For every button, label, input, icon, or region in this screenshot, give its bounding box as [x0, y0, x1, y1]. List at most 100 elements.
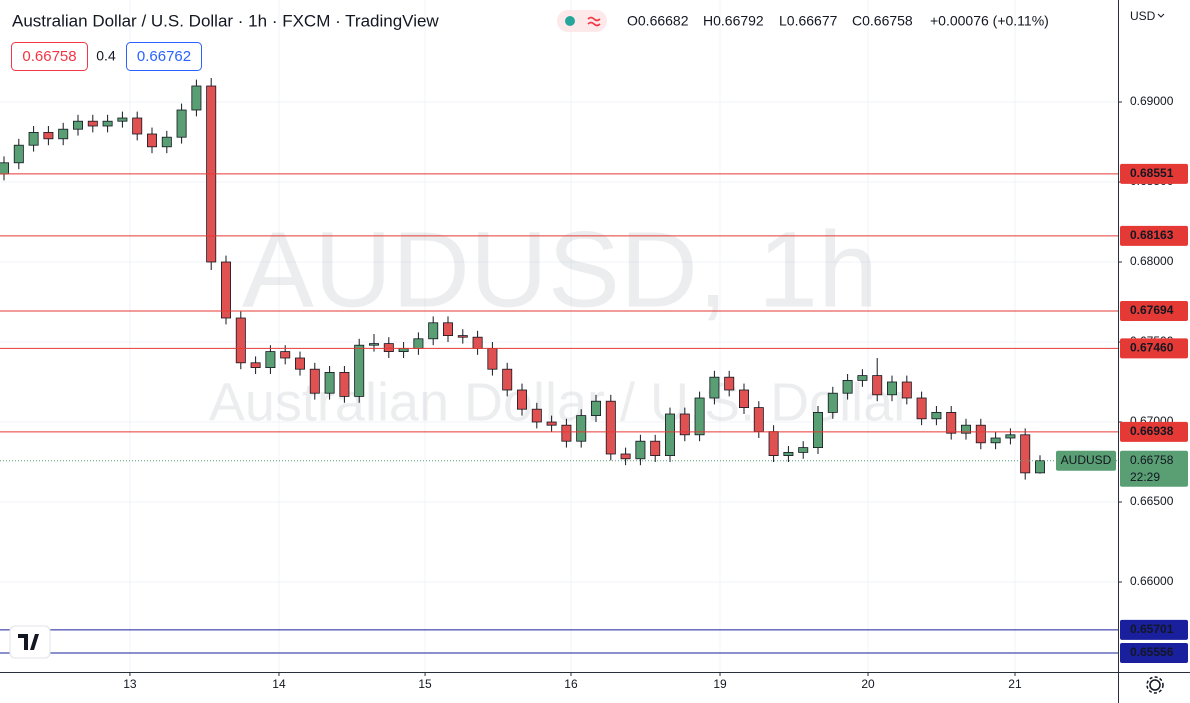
y-tick-label: 0.66000	[1130, 574, 1174, 588]
gear-teeth[interactable]	[1146, 676, 1164, 694]
candle-body	[916, 397, 927, 420]
last-price-label-bg	[1120, 450, 1188, 487]
last-price-label: 0.66758	[1130, 453, 1174, 467]
delay-icon	[587, 16, 601, 27]
candle-body	[531, 408, 542, 423]
candle-body	[517, 389, 527, 410]
candle-body	[946, 411, 957, 434]
candle-body	[73, 120, 83, 130]
candle-body	[679, 413, 690, 436]
candle-body	[383, 343, 394, 353]
candle-body	[235, 317, 246, 364]
horizontal-line-label: 0.67460	[1130, 341, 1174, 355]
horizontal-line-label-bg	[1120, 338, 1188, 359]
y-tick-label: 0.69000	[1130, 94, 1174, 108]
x-tick-label: 21	[1008, 677, 1022, 691]
candle-body	[694, 397, 705, 436]
currency-caret[interactable]	[1157, 13, 1165, 18]
candle-body	[546, 421, 557, 426]
ohlc-low: L0.66677	[779, 13, 838, 29]
horizontal-line-label-bg	[1120, 643, 1188, 664]
status-icons	[557, 10, 607, 32]
candle-body	[324, 371, 335, 394]
candle-body	[605, 400, 616, 455]
candle-body	[753, 407, 764, 433]
candle-body	[827, 392, 838, 413]
logo-box	[9, 625, 51, 659]
x-tick-label: 16	[564, 677, 578, 691]
gear-icon[interactable]	[1149, 679, 1161, 691]
candle-body	[650, 440, 661, 457]
currency-selector[interactable]: USD	[1130, 9, 1156, 23]
horizontal-line-label-bg	[1120, 421, 1188, 442]
candle-body	[413, 338, 424, 349]
buy-button[interactable]	[126, 42, 202, 71]
candle-body	[487, 347, 498, 370]
candle-body	[0, 162, 9, 175]
candle-body	[724, 376, 735, 391]
horizontal-line-label-bg	[1120, 163, 1188, 184]
candle-body	[709, 376, 720, 399]
candle-body	[58, 128, 69, 140]
x-tick-label: 19	[713, 677, 727, 691]
ohlc-high: H0.66792	[703, 13, 764, 29]
candle-body	[354, 344, 365, 397]
candle-body	[783, 451, 794, 456]
sell-button[interactable]	[11, 42, 88, 71]
horizontal-line-label: 0.68163	[1130, 228, 1174, 242]
candle-body	[191, 85, 202, 111]
candle-body	[1035, 460, 1045, 474]
settings-gear[interactable]	[1146, 676, 1164, 694]
x-tick-label: 15	[418, 677, 432, 691]
horizontal-line-label-bg	[1120, 300, 1188, 321]
candle-body	[339, 371, 350, 397]
horizontal-line-label: 0.67694	[1130, 303, 1174, 317]
x-tick-label: 13	[123, 677, 137, 691]
candle-body	[309, 368, 320, 394]
candle-body	[931, 411, 942, 420]
candle-body	[443, 322, 453, 336]
sell-price[interactable]: 0.66758	[22, 48, 76, 65]
symbol-title: Australian Dollar / U.S. Dollar · 1h · F…	[12, 11, 439, 30]
candle-body	[428, 322, 439, 340]
candle-body	[102, 120, 113, 127]
symbol-label-bg	[1056, 450, 1116, 471]
candle-body	[798, 447, 809, 453]
candle-body	[561, 424, 572, 442]
candle-body	[147, 133, 157, 148]
candle-body	[739, 389, 749, 409]
buy-price[interactable]: 0.66762	[137, 48, 191, 65]
candle-body	[1020, 434, 1031, 474]
candle-body	[872, 375, 883, 396]
candle-body	[176, 109, 187, 138]
market-open-dot	[565, 16, 575, 26]
candle-body	[221, 261, 231, 319]
candle-body	[591, 400, 601, 417]
candle-body	[857, 375, 868, 381]
y-tick-label: 0.68000	[1130, 254, 1174, 268]
grid	[0, 0, 1118, 672]
candle-body	[472, 336, 483, 349]
watermark-symbol: AUDUSD, 1h	[242, 209, 878, 330]
candle-body	[1005, 434, 1016, 439]
tv-logo	[9, 625, 51, 659]
plot	[0, 78, 1118, 654]
candle-body	[161, 136, 172, 148]
candle-body	[295, 357, 305, 370]
candle-body	[280, 351, 291, 359]
candle-body	[369, 343, 379, 346]
x-tick-label: 20	[861, 677, 875, 691]
candle-body	[990, 437, 1001, 444]
countdown-label: 22:29	[1130, 470, 1160, 484]
ohlc-close: C0.66758	[852, 13, 913, 29]
candle-body	[813, 411, 823, 448]
horizontal-line-label: 0.65556	[1130, 645, 1174, 659]
spread: 0.4	[96, 48, 116, 64]
candle-body	[132, 117, 143, 135]
horizontal-line-label-bg	[1120, 225, 1188, 246]
horizontal-line-label: 0.68551	[1130, 166, 1174, 180]
candle-body	[635, 440, 646, 460]
